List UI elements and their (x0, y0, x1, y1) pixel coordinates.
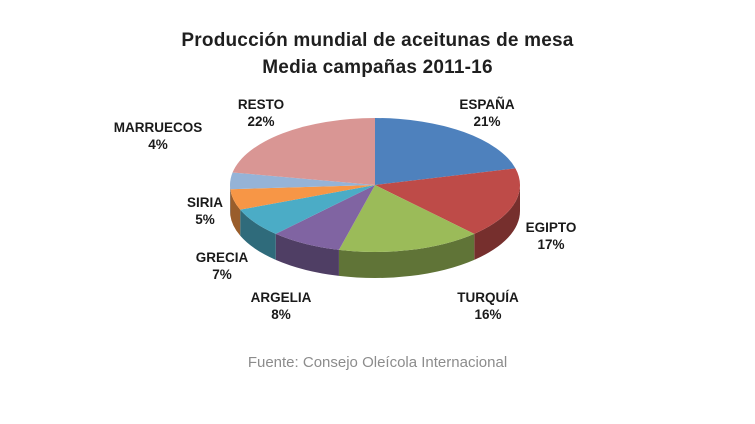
source-caption: Fuente: Consejo Oleícola Internacional (247, 354, 508, 371)
slice-label-resto: RESTO 22% (238, 97, 284, 129)
pie-slice-side-grecia (240, 209, 276, 260)
slice-label-siria: SIRIA 5% (187, 195, 223, 227)
slice-label-grecia: GRECIA 7% (196, 250, 249, 282)
pie-slice-argelia (275, 185, 375, 250)
slice-label-egipto: EGIPTO 17% (526, 220, 577, 252)
pie-slice-side-siria (230, 189, 241, 236)
pie-slice-marruecos (229, 172, 375, 190)
slice-label-turquia: TURQUÍA 16% (457, 290, 519, 322)
pie-slice-egipto (375, 168, 520, 234)
pie-slice-side-turquia (338, 233, 475, 279)
pie-slice-resto (232, 118, 375, 185)
chart-title-line2: Media campañas 2011-16 (262, 57, 493, 78)
slice-label-argelia: ARGELIA 8% (251, 290, 312, 322)
pie-slice-siria (230, 185, 375, 210)
chart-title-line1: Producción mundial de aceitunas de mesa (181, 30, 574, 51)
chart-title: Producción mundial de aceitunas de mesa … (0, 27, 755, 81)
pie-slice-espana (375, 118, 516, 185)
slice-label-marruecos: MARRUECOS 4% (114, 120, 203, 152)
pie-slice-side-egipto (474, 185, 520, 260)
pie-slice-turquia (338, 185, 475, 252)
pie-slice-side-argelia (275, 233, 339, 276)
pie-slice-grecia (240, 185, 375, 234)
slice-label-espana: ESPAÑA 21% (459, 97, 515, 129)
